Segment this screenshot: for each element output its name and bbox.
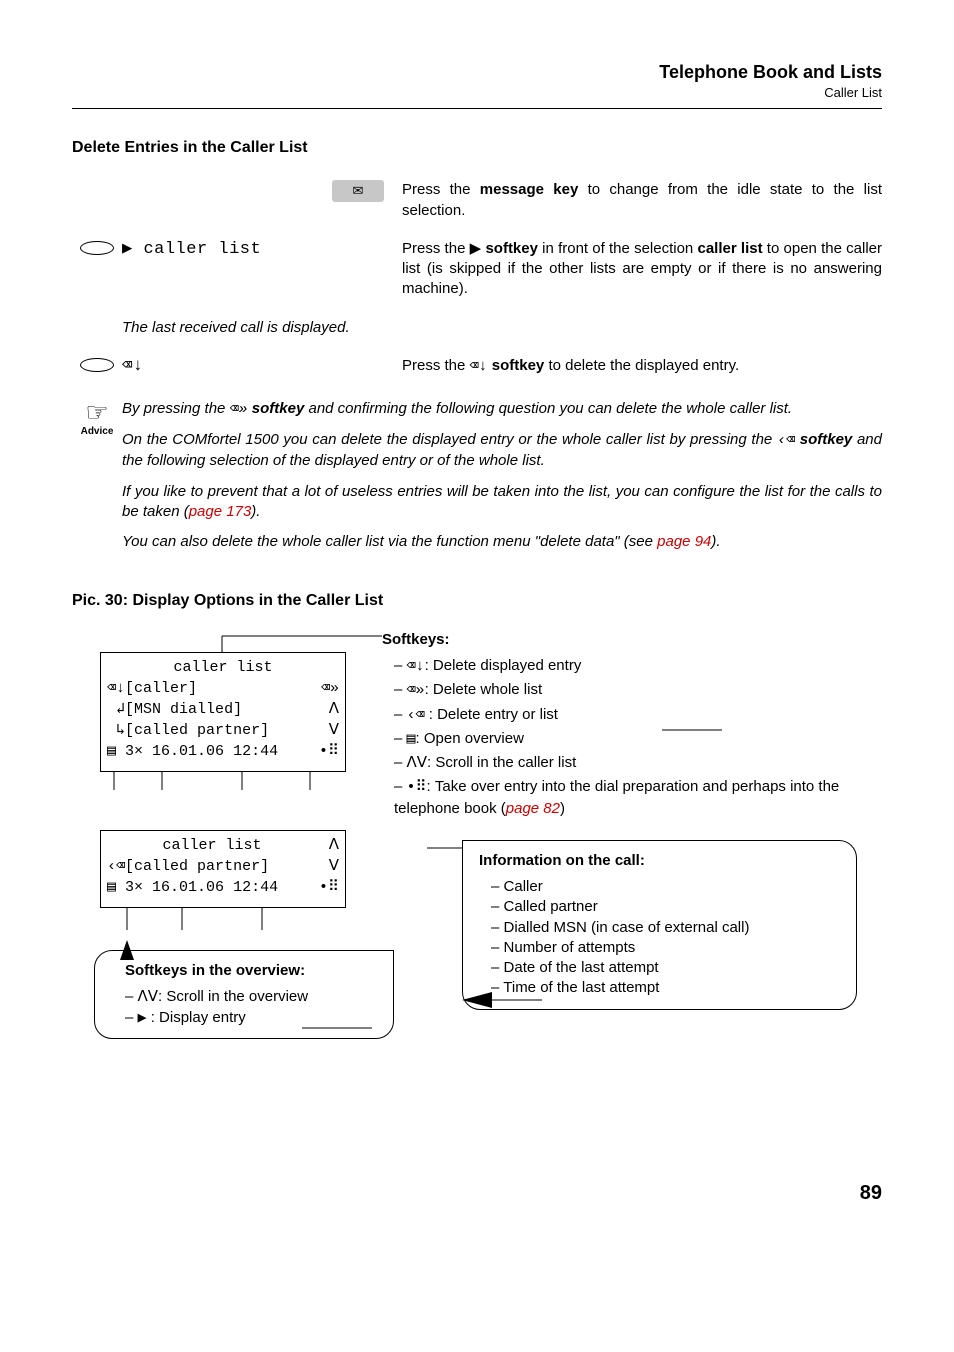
info-called-partner: Called partner <box>491 897 842 917</box>
screen2-partner: [called partner] <box>125 858 269 875</box>
section-heading-delete-entries: Delete Entries in the Caller List <box>72 137 882 159</box>
softkey-desc-dialprep-b: ) <box>560 800 565 817</box>
softkey-oval-icon[interactable] <box>80 358 114 372</box>
delete-single-icon: ⌫↓ <box>407 658 425 675</box>
dial-icon: •⠿ <box>407 779 427 796</box>
delete-icon: ‹⌫ <box>777 432 795 449</box>
softkey-desc-delete-entry: : Delete displayed entry <box>425 657 582 674</box>
advice-label: Advice <box>72 425 122 439</box>
phone-screen-small: caller list ᐱ ‹⌫[called partner] ᐯ ▤ 3× 16… <box>100 830 346 908</box>
delete-all-icon: ⌫» <box>317 678 339 699</box>
diagram-container: caller list ⌫↓[caller]⌫» ↲[MSN dialled]ᐱ… <box>72 630 882 1150</box>
up-icon: ᐱ <box>317 835 339 856</box>
page-number: 89 <box>72 1180 882 1207</box>
softkey-desc-overview: : Open overview <box>416 730 524 747</box>
screen2-title: caller list <box>162 835 261 856</box>
softkey-desc-scroll: : Scroll in the caller list <box>427 754 576 771</box>
delete-icon: ‹⌫ <box>107 858 125 875</box>
updown-icon: ᐱᐯ <box>138 989 159 1006</box>
info-title: Information on the call: <box>479 851 842 871</box>
overview-softkeys-box: Softkeys in the overview: ᐱᐯ: Scroll in … <box>94 950 394 1039</box>
info-dialled-msn: Dialled MSN (in case of external call) <box>491 918 842 938</box>
step1-text: Press the message key to change from the… <box>402 180 882 221</box>
screen2-meta: 3× 16.01.06 12:44 <box>125 879 278 896</box>
page-header-subtitle: Caller List <box>72 84 882 102</box>
screen1-msn: [MSN dialled] <box>125 701 242 718</box>
delete-icon: ‹⌫ <box>407 707 425 724</box>
advice-text-block: By pressing the ⌫» softkey and confirmin… <box>122 399 882 563</box>
arrow-in-icon: ↲ <box>116 701 125 718</box>
screen1-partner: [called partner] <box>125 722 269 739</box>
lcd-caller-list: ▶ caller list <box>122 239 402 262</box>
down-icon: ᐯ <box>317 856 339 877</box>
advice-hand-icon: ☞ <box>72 399 122 425</box>
info-date: Date of the last attempt <box>491 958 842 978</box>
softkey-desc-delete-list: : Delete whole list <box>425 681 543 698</box>
step2-text: Press the ▶ softkey in front of the sele… <box>402 239 882 300</box>
softkey-oval-icon[interactable] <box>80 241 114 255</box>
overview-display-entry: : Display entry <box>147 1009 246 1026</box>
screen1-meta: 3× 16.01.06 12:44 <box>125 743 278 760</box>
overview-scroll: : Scroll in the overview <box>158 988 308 1005</box>
softkeys-legend: Softkeys: ⌫↓: Delete displayed entry ⌫»:… <box>382 630 862 822</box>
down-icon: ᐯ <box>317 720 339 741</box>
message-key-button[interactable]: ✉ <box>332 180 384 202</box>
info-time: Time of the last attempt <box>491 978 842 998</box>
list-icon: ▤ <box>107 879 116 896</box>
delete-single-glyph: ⌫↓ <box>122 356 402 379</box>
link-page-82[interactable]: page 82 <box>506 800 560 817</box>
link-page-94[interactable]: page 94 <box>657 533 711 550</box>
softkeys-title: Softkeys: <box>382 630 862 650</box>
overview-title: Softkeys in the overview: <box>125 961 379 981</box>
list-icon: ▤ <box>407 731 416 748</box>
pic30-heading: Pic. 30: Display Options in the Caller L… <box>72 590 882 612</box>
envelope-icon: ✉ <box>353 183 364 198</box>
updown-icon: ᐱᐯ <box>407 755 428 772</box>
info-caller: Caller <box>491 877 842 897</box>
triangle-right-icon: ▶ <box>122 240 133 259</box>
header-rule <box>72 108 882 109</box>
screen1-caller: [caller] <box>125 680 197 697</box>
info-attempts: Number of attempts <box>491 938 842 958</box>
triangle-right-icon: ▶ <box>138 1010 147 1027</box>
triangle-right-icon: ▶ <box>470 240 482 257</box>
step3-italic-note: The last received call is displayed. <box>122 318 402 338</box>
phone-screen-large: caller list ⌫↓[caller] ⌫» ↲[MSN dialled] ᐱ… <box>100 652 346 772</box>
dial-icon: •⠿ <box>317 741 339 762</box>
step4-text: Press the ⌫↓ softkey to delete the displ… <box>402 356 882 377</box>
arrow-in-icon: ↳ <box>116 722 125 739</box>
dial-icon: •⠿ <box>317 877 339 898</box>
delete-all-icon: ⌫» <box>407 682 425 699</box>
up-icon: ᐱ <box>317 699 339 720</box>
delete-single-icon: ⌫↓ <box>470 358 488 375</box>
softkey-desc-dialprep-a: : Take over entry into the dial preparat… <box>394 778 839 816</box>
screen1-title: caller list <box>107 657 339 678</box>
delete-single-icon: ⌫↓ <box>107 680 125 697</box>
delete-all-icon: ⌫» <box>230 401 248 418</box>
link-page-173[interactable]: page 173 <box>189 503 252 520</box>
softkey-desc-delete-or: : Delete entry or list <box>425 706 558 723</box>
list-icon: ▤ <box>107 743 116 760</box>
info-on-call-box: Information on the call: Caller Called p… <box>462 840 857 1010</box>
page-header-title: Telephone Book and Lists <box>72 60 882 84</box>
